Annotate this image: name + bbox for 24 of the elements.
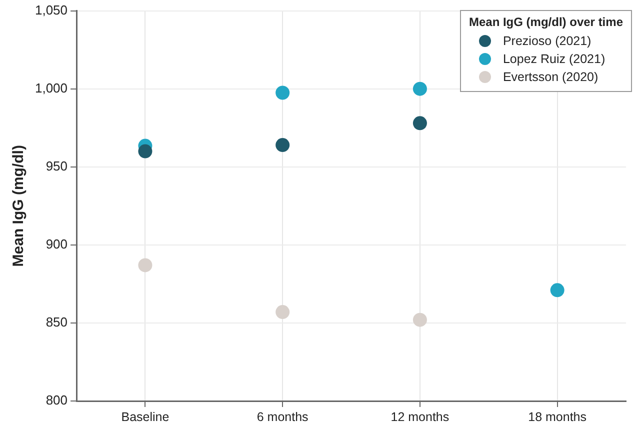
x-tick-label: 12 months <box>390 410 450 424</box>
y-tick-label: 1,050 <box>34 2 68 18</box>
point <box>412 82 427 96</box>
x-tick-label: 6 months <box>256 410 308 424</box>
point <box>412 312 427 327</box>
x-tick-label: 18 months <box>528 410 587 424</box>
point <box>550 283 564 298</box>
point <box>276 305 290 320</box>
y-tick-label: 950 <box>46 158 68 174</box>
legend-title: Mean IgG (mg/dl) over time <box>468 15 623 29</box>
y-axis-title: Mean IgG (mg/dl) <box>10 145 28 267</box>
legend-label: Lopez Ruiz (2021) <box>502 52 606 66</box>
point <box>412 116 427 130</box>
legend-label: Prezioso (2021) <box>502 34 592 48</box>
point <box>276 138 290 152</box>
y-tick-label: 1,000 <box>34 80 68 96</box>
y-tick-label: 850 <box>46 314 68 330</box>
point <box>276 86 290 100</box>
legend-label: Evertsson (2020) <box>502 70 598 84</box>
y-tick-label: 800 <box>46 392 68 408</box>
point <box>138 258 152 272</box>
x-tick-label: Baseline <box>121 410 170 424</box>
y-tick-label: 900 <box>46 236 68 252</box>
point <box>138 144 152 158</box>
